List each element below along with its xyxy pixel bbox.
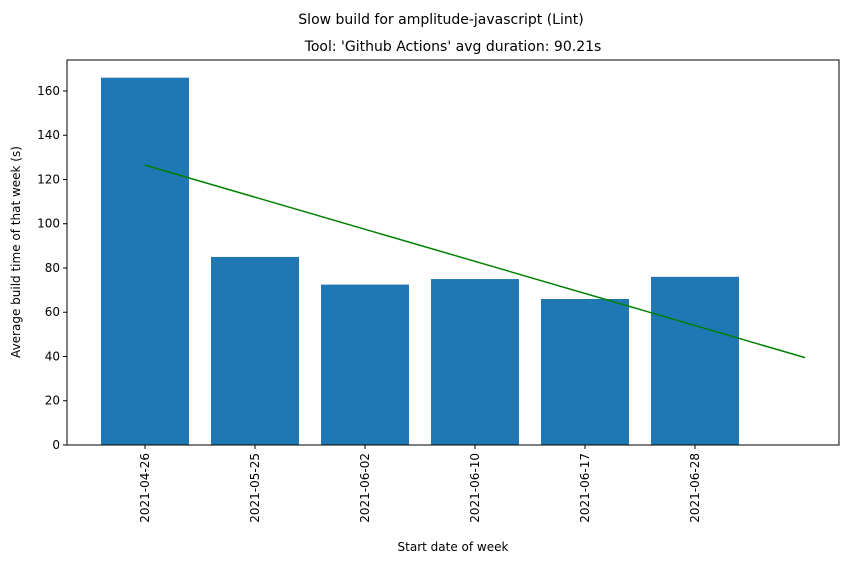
chart-title: Tool: 'Github Actions' avg duration: 90.… — [304, 39, 602, 55]
y-tick-label-80: 80 — [45, 261, 60, 275]
bar-2021-06-10 — [431, 279, 519, 445]
y-tick-label-40: 40 — [45, 349, 60, 363]
x-tick-label-2021-06-10: 2021-06-10 — [468, 453, 482, 523]
y-tick-label-60: 60 — [45, 305, 60, 319]
y-tick-label-160: 160 — [37, 84, 60, 98]
bar-2021-06-02 — [321, 284, 409, 445]
x-tick-label-2021-06-28: 2021-06-28 — [688, 453, 702, 523]
chart-suptitle: Slow build for amplitude-javascript (Lin… — [298, 12, 583, 28]
trend-line — [144, 164, 806, 359]
plot-area: 0 20 40 60 80 100 120 140 160 2021-04-26 2021-05-2… — [37, 77, 806, 523]
bar-2021-04-26 — [101, 77, 189, 446]
x-axis-label: Start date of week — [398, 540, 509, 554]
y-tick-label-20: 20 — [45, 394, 60, 408]
bar-2021-06-17 — [541, 298, 629, 445]
bar-2021-05-25 — [211, 256, 299, 445]
y-tick-label-140: 140 — [37, 128, 60, 142]
y-tick-label-0: 0 — [52, 438, 60, 452]
bar-2021-06-28 — [651, 276, 739, 445]
x-tick-label-2021-06-02: 2021-06-02 — [358, 453, 372, 523]
y-tick-label-120: 120 — [37, 172, 60, 186]
y-tick-label-100: 100 — [37, 217, 60, 231]
x-tick-label-2021-05-25: 2021-05-25 — [248, 453, 262, 523]
y-axis-label: Average build time of that week (s) — [9, 146, 23, 358]
x-tick-label-2021-06-17: 2021-06-17 — [578, 453, 592, 523]
x-tick-label-2021-04-26: 2021-04-26 — [138, 453, 152, 523]
plot-frame — [66, 59, 840, 446]
